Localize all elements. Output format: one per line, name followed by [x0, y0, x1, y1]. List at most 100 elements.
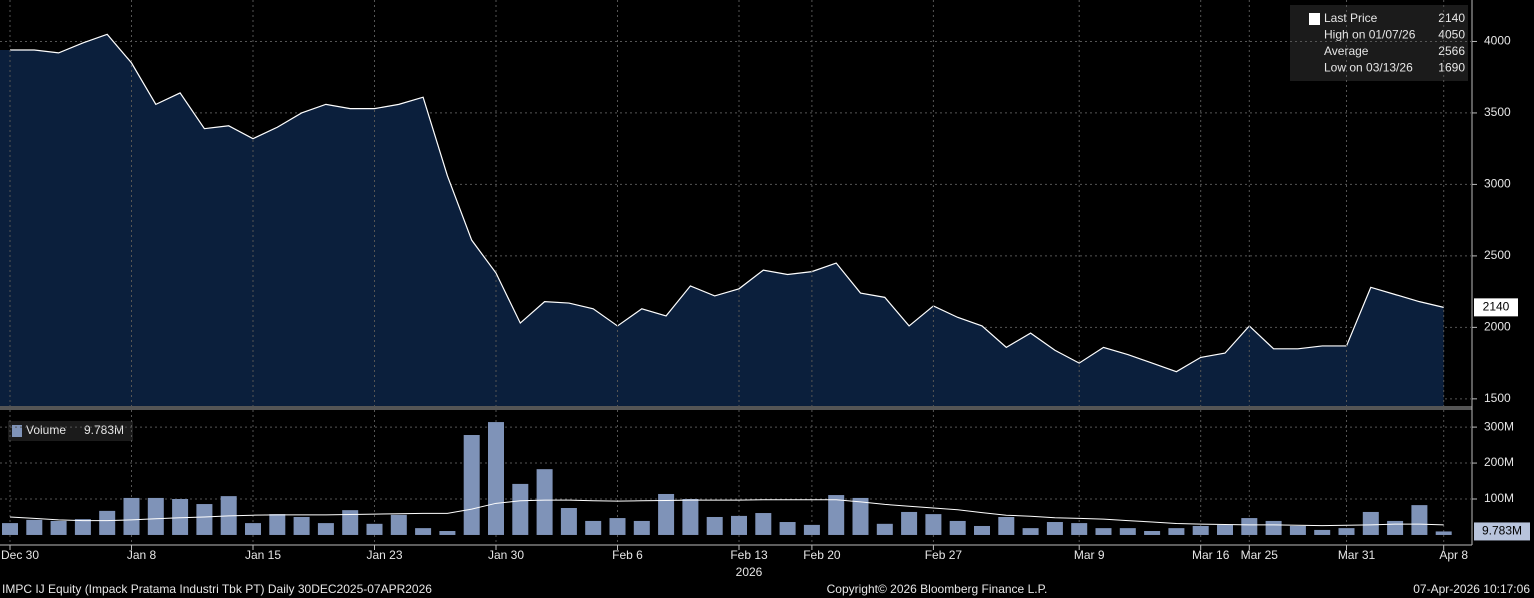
volume-bar [26, 519, 43, 535]
volume-bar [876, 523, 893, 535]
volume-bar [74, 519, 91, 535]
x-tick-label: Feb 27 [925, 548, 963, 562]
volume-bar [1387, 520, 1404, 535]
volume-bar [706, 516, 723, 535]
volume-bar [439, 531, 456, 535]
volume-bar [1192, 525, 1209, 535]
x-tick-label: Jan 30 [488, 548, 524, 562]
legend-swatch [12, 425, 22, 437]
volume-bar [488, 422, 504, 535]
y-tick-label: 300M [1484, 419, 1514, 433]
x-year-label: 2026 [736, 565, 763, 579]
volume-bar [1095, 528, 1112, 535]
volume-bar [998, 516, 1015, 535]
legend-swatch [1309, 13, 1320, 25]
volume-bar [172, 499, 189, 535]
volume-bar [852, 497, 869, 535]
footer-right: 07-Apr-2026 10:17:06 [1413, 582, 1530, 596]
x-tick-label: Apr 8 [1439, 548, 1468, 562]
x-tick-label: Mar 16 [1192, 548, 1230, 562]
y-tick-label: 3500 [1484, 105, 1511, 119]
volume-bar [731, 515, 747, 535]
volume-bar [1168, 528, 1185, 535]
x-tick-label: Jan 15 [245, 548, 281, 562]
last-price-box [1474, 298, 1518, 317]
volume-bar [1362, 511, 1379, 535]
volume-bar [245, 523, 261, 535]
legend-box [8, 421, 133, 441]
volume-bar [974, 525, 990, 535]
price-area [0, 34, 1444, 406]
volume-bar [1217, 524, 1233, 535]
x-tick-label: Mar 9 [1074, 548, 1105, 562]
volume-bar [2, 523, 18, 535]
volume-bar [803, 524, 820, 535]
legend-label: Last Price [1324, 11, 1378, 25]
x-tick-label: Feb 20 [803, 548, 841, 562]
volume-bar [512, 483, 529, 535]
volume-bar [925, 514, 942, 535]
legend-value: 1690 [1438, 61, 1465, 75]
volume-bar [1046, 522, 1063, 535]
volume-bar [196, 504, 213, 535]
volume-bar [755, 513, 772, 535]
volume-bar [317, 523, 334, 535]
last-price-label: 2140 [1483, 300, 1510, 314]
legend-value: 2140 [1438, 11, 1465, 25]
volume-bar [415, 528, 432, 535]
volume-bar [293, 516, 310, 535]
volume-bar [390, 514, 407, 535]
volume-bar [50, 520, 67, 535]
y-tick-label: 2000 [1484, 320, 1511, 334]
footer-center: Copyright© 2026 Bloomberg Finance L.P. [827, 582, 1048, 596]
price-line [10, 33, 1444, 373]
legend-label: High on 01/07/26 [1324, 28, 1416, 42]
volume-bar [99, 510, 116, 535]
x-tick-label: Jan 23 [366, 548, 402, 562]
y-tick-label: 200M [1484, 455, 1514, 469]
volume-bar [560, 508, 577, 535]
volume-bar [1241, 518, 1258, 535]
x-tick-label: Mar 25 [1241, 548, 1279, 562]
volume-bar [463, 435, 480, 535]
volume-bar [147, 497, 164, 535]
footer-left: IMPC IJ Equity (Impack Pratama Industri … [2, 582, 432, 596]
x-tick-label: Jan 8 [127, 548, 157, 562]
legend-label: Volume [26, 423, 66, 437]
x-tick-label: Mar 31 [1338, 548, 1376, 562]
volume-bar [1022, 528, 1039, 535]
volume-bar [366, 523, 383, 535]
volume-bar [682, 499, 699, 535]
volume-bar [1265, 520, 1282, 535]
volume-bar [779, 522, 796, 535]
legend-value: 2566 [1438, 44, 1465, 58]
panel-divider [0, 406, 1472, 410]
last-volume-box [1474, 522, 1530, 541]
volume-bar [1071, 523, 1088, 535]
volume-bar [1338, 528, 1355, 535]
volume-bar [123, 497, 140, 535]
y-tick-label: 3000 [1484, 177, 1511, 191]
legend-value: 4050 [1438, 28, 1465, 42]
last-volume-label: 9.783M [1482, 524, 1522, 538]
volume-bar [609, 518, 626, 535]
volume-bar [1119, 528, 1136, 535]
volume-bar [1411, 505, 1428, 535]
volume-bar [1144, 531, 1161, 535]
x-tick-label: Feb 6 [612, 548, 643, 562]
legend-label: Low on 03/13/26 [1324, 61, 1413, 75]
volume-average-line [9, 499, 1444, 527]
volume-bar [658, 493, 675, 535]
volume-bar [901, 511, 918, 535]
volume-bar [633, 520, 650, 535]
volume-bar [1289, 525, 1306, 535]
volume-bar [949, 520, 966, 535]
volume-bar [1314, 529, 1331, 535]
volume-bar [828, 495, 845, 535]
volume-bar [585, 520, 602, 535]
x-tick-label: Feb 13 [730, 548, 768, 562]
y-tick-label: 4000 [1484, 34, 1511, 48]
volume-bar [342, 510, 359, 535]
y-tick-label: 100M [1484, 491, 1514, 505]
